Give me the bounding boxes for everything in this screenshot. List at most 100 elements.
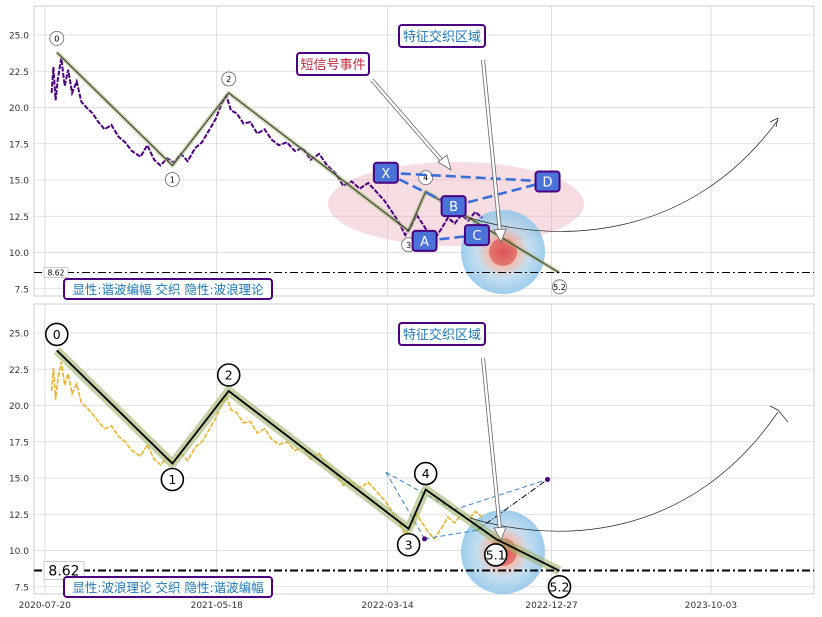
top-y-axis: 7.5 10.0 12.5 15.0 17.5 20.0 22.5 25.0 [9, 32, 29, 296]
y-tick-label: 22.5 [9, 366, 29, 376]
bottom-feature-text: 特征交织区域 [403, 327, 481, 343]
y-tick-label: 12.5 [9, 213, 29, 223]
bottom-wave-lines: 0 1 2 3 4 5.1 5.2 [44, 322, 572, 599]
wave-label: 0 [53, 327, 61, 342]
y-tick-label: 10.0 [9, 249, 29, 259]
support-value-label: 8.62 [48, 564, 79, 580]
wave-label: 5.2 [553, 283, 566, 292]
top-legend-text: 显性:谐波编幅 交织 隐性:波浪理论 [72, 282, 264, 297]
wave-label: 4 [422, 466, 430, 481]
bottom-feature-label: 特征交织区域 [398, 322, 486, 346]
y-tick-label: 7.5 [15, 583, 29, 593]
harmonic-ghost-leg [453, 478, 548, 511]
x-axis: 2020-07-20 2021-05-18 2022-03-14 2022-12-27… [19, 601, 737, 611]
wave-marker [216, 363, 241, 387]
harmonic-label: B [449, 200, 458, 215]
wave-label: 1 [168, 472, 176, 487]
wave-label: 3 [405, 537, 413, 552]
wave-label: 1 [170, 176, 175, 185]
y-tick-label: 15.0 [9, 475, 29, 485]
y-tick-label: 15.0 [9, 177, 29, 187]
wave-label: 2 [226, 75, 231, 84]
top-projection-arrowhead [769, 117, 779, 128]
harmonic-point-x: X [372, 161, 399, 184]
wave-marker [49, 31, 65, 46]
y-tick-label: 25.0 [9, 32, 29, 42]
wave-marker [160, 467, 185, 492]
y-tick-label: 20.0 [9, 402, 29, 412]
bottom-feature-arrowhead [493, 526, 507, 541]
top-support-line: 8.62 [34, 267, 814, 278]
harmonic-leg [453, 180, 548, 208]
bottom-panel: 7.5 10.0 12.5 15.0 17.5 20.0 22.5 25.0 2020-07-… [9, 303, 815, 611]
harmonic-point-a: A [411, 229, 438, 252]
wave-label: 4 [423, 174, 428, 183]
y-tick-label: 12.5 [9, 511, 29, 521]
harmonic-badge [372, 161, 399, 184]
x-tick-label: 2022-12-27 [525, 601, 577, 611]
top-feature-label: 特征交织区域 [398, 24, 486, 48]
y-tick-label: 17.5 [9, 140, 29, 150]
bottom-legend-text: 显性:波浪理论 交织 隐性:谐波编幅 [72, 580, 263, 595]
support-value-label: 8.62 [48, 269, 65, 278]
wave-marker [483, 543, 508, 567]
harmonic-label: D [543, 175, 553, 190]
bottom-legend-box: 显性:波浪理论 交织 隐性:谐波编幅 [63, 576, 273, 598]
y-tick-label: 10.0 [9, 547, 29, 557]
bottom-projection-arrowhead [769, 405, 789, 423]
harmonic-badge [411, 229, 438, 252]
support-value-box [43, 267, 69, 278]
x-tick-label: 2023-10-03 [685, 601, 737, 611]
wave-marker [221, 71, 237, 87]
top-harmonic-pattern: X A BC D [372, 161, 561, 252]
harmonic-leg [385, 171, 548, 183]
harmonic-badge [440, 195, 467, 218]
harmonic-point-d: D [534, 170, 561, 193]
wave-marker [547, 574, 572, 599]
harmonic-label: X [381, 167, 390, 182]
y-tick-label: 7.5 [15, 285, 29, 295]
x-tick-label: 2022-03-14 [361, 601, 414, 611]
y-tick-label: 20.0 [9, 104, 29, 114]
bottom-support-line: 8.62 [34, 561, 814, 580]
top-panel: 7.5 10.0 12.5 15.0 17.5 20.0 22.5 25.0 0 1 2 3 4 5.2… [9, 5, 815, 300]
short-signal-arrowhead [437, 154, 452, 171]
harmonic-label: C [472, 229, 481, 244]
wave-line [56, 349, 560, 572]
wave-marker [164, 172, 180, 187]
y-tick-label: 25.0 [9, 330, 29, 340]
bottom-harmonic-ghost [385, 471, 551, 542]
top-price-series [50, 58, 483, 242]
y-tick-label: 22.5 [9, 68, 29, 78]
wave-label: 2 [225, 368, 233, 383]
harmonic-point-b: B [440, 195, 467, 218]
harmonic-ghost-leg [424, 529, 478, 540]
short-signal-text: 短信号事件 [300, 58, 365, 73]
x-tick-label: 2020-07-20 [19, 601, 72, 611]
harmonic-point-c: C [463, 224, 490, 247]
short-signal-label: 短信号事件 [296, 52, 370, 76]
price-line [50, 58, 483, 242]
wave-label: 3 [406, 241, 411, 250]
harmonic-label: A [420, 235, 429, 250]
wave-marker [44, 322, 69, 347]
wave-label: 0 [54, 34, 59, 43]
harmonic-ghost-point [422, 536, 428, 542]
wave-marker [396, 532, 421, 557]
harmonic-badge [463, 224, 490, 247]
harmonic-badge [534, 170, 561, 193]
harmonic-ghost-leg [476, 479, 548, 531]
bottom-y-axis: 7.5 10.0 12.5 15.0 17.5 20.0 22.5 25.0 [9, 330, 29, 594]
wave-label: 5.2 [550, 579, 570, 594]
bottom-projection-arrow [469, 411, 779, 532]
wave-marker [552, 279, 567, 295]
top-feature-arrow-inner [481, 59, 502, 233]
bottom-feature-arrow-inner [481, 357, 502, 531]
short-signal-arrow-inner [371, 79, 445, 164]
x-tick-label: 2021-05-18 [191, 601, 244, 611]
harmonic-ghost-leg [385, 471, 426, 540]
wave-marker [413, 461, 438, 486]
y-tick-label: 17.5 [9, 438, 29, 448]
top-projection-arrow [469, 119, 779, 232]
